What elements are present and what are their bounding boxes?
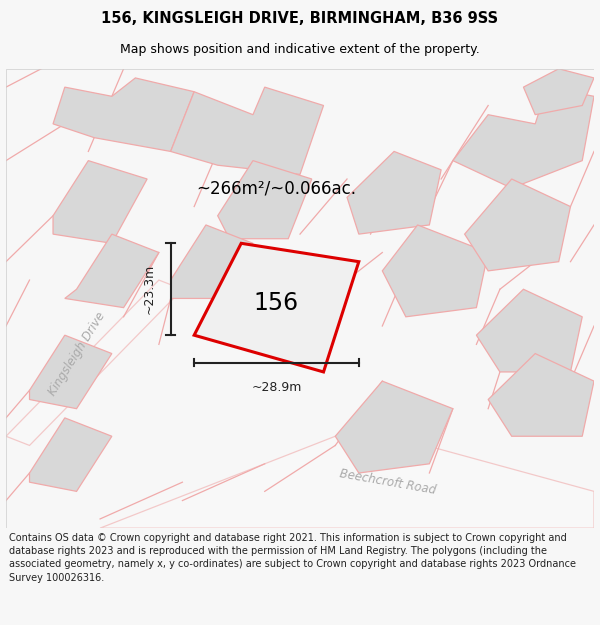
- Polygon shape: [382, 225, 488, 317]
- Text: Kingsleigh Drive: Kingsleigh Drive: [46, 309, 107, 398]
- Polygon shape: [170, 87, 323, 174]
- Polygon shape: [476, 289, 582, 372]
- Polygon shape: [218, 161, 312, 239]
- Polygon shape: [29, 335, 112, 409]
- Text: Contains OS data © Crown copyright and database right 2021. This information is : Contains OS data © Crown copyright and d…: [9, 533, 576, 582]
- Text: Map shows position and indicative extent of the property.: Map shows position and indicative extent…: [120, 42, 480, 56]
- Polygon shape: [6, 280, 182, 446]
- Polygon shape: [335, 381, 453, 473]
- Polygon shape: [453, 87, 594, 188]
- Polygon shape: [53, 161, 147, 243]
- Polygon shape: [65, 234, 159, 308]
- Text: 156, KINGSLEIGH DRIVE, BIRMINGHAM, B36 9SS: 156, KINGSLEIGH DRIVE, BIRMINGHAM, B36 9…: [101, 11, 499, 26]
- Polygon shape: [194, 243, 359, 372]
- Text: ~266m²/~0.066ac.: ~266m²/~0.066ac.: [196, 179, 356, 198]
- Text: Beechcroft Road: Beechcroft Road: [339, 468, 437, 497]
- Polygon shape: [100, 427, 594, 528]
- Text: ~28.9m: ~28.9m: [251, 381, 302, 394]
- Text: 156: 156: [254, 291, 299, 315]
- Polygon shape: [347, 151, 441, 234]
- Polygon shape: [488, 354, 594, 436]
- Polygon shape: [523, 69, 594, 115]
- Text: ~23.3m: ~23.3m: [143, 264, 156, 314]
- Polygon shape: [29, 418, 112, 491]
- Polygon shape: [464, 179, 571, 271]
- Polygon shape: [170, 225, 253, 298]
- Polygon shape: [53, 78, 194, 151]
